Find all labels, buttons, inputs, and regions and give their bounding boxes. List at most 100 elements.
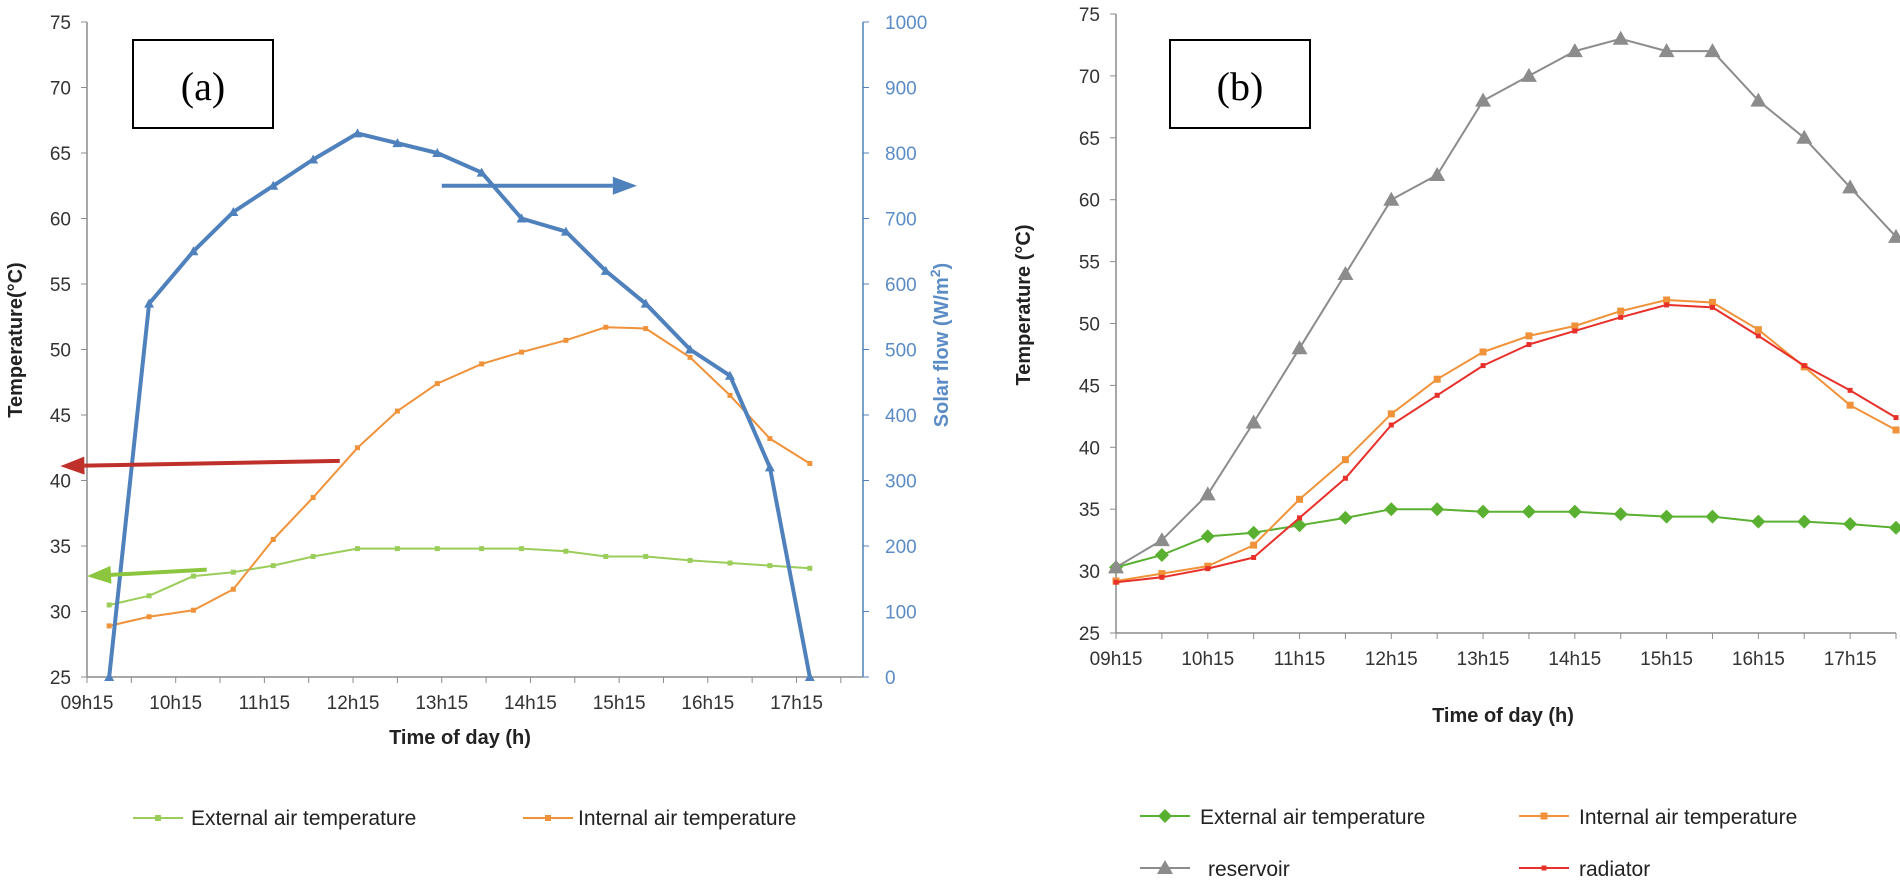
chart-b-x-tick-label: 11h15: [1274, 649, 1325, 670]
chart-a-x-tick-label: 10h15: [149, 693, 202, 714]
chart-b-point-external-air-temperature: [1751, 514, 1766, 529]
chart-b-legend-item-internal-air-temperature: Internal air temperature: [1519, 806, 1797, 829]
chart-a: 25 30 35 40 45 50 55 60 65 70 75 0 100 200 300 400 500 60…: [5, 13, 953, 830]
chart-a-point-solar-flow: [352, 128, 363, 138]
chart-a-y-tick-label: 25: [50, 668, 71, 689]
chart-a-point-internal-air-temperature: [190, 607, 196, 613]
chart-b-point-radiator: [1159, 574, 1165, 580]
chart-a-point-external-air-temperature: [519, 546, 525, 552]
chart-a-point-external-air-temperature: [727, 560, 733, 566]
chart-a-line-internal-air-temperature: [108, 326, 811, 627]
chart-b-point-reservoir: [1245, 414, 1262, 429]
chart-a-y2-tick-label: 900: [885, 79, 917, 100]
chart-a-x-tick-label: 09h15: [61, 693, 114, 714]
chart-b-point-radiator: [1847, 387, 1853, 393]
chart-b-legend-item-external-air-temperature: External air temperature: [1140, 806, 1425, 829]
chart-b-point-external-air-temperature: [1476, 504, 1491, 519]
chart-b-point-radiator: [1251, 554, 1257, 560]
chart-a-point-external-air-temperature: [394, 546, 400, 552]
chart-b-point-radiator: [1480, 363, 1486, 369]
chart-a-y-tick-label: 30: [50, 603, 71, 624]
chart-a-y2-tick-label: 500: [885, 341, 917, 362]
chart-b-y-tick-label: 70: [1079, 67, 1100, 88]
chart-a-green-arrow: [87, 565, 207, 584]
chart-b-point-reservoir: [1704, 43, 1721, 58]
chart-b-legend-marker: [1541, 865, 1547, 871]
chart-b-panel-box: [1169, 39, 1311, 129]
chart-b-point-radiator: [1205, 566, 1211, 572]
chart-b-axes: 25 30 35 40 45 50 55 60 65 70 75 09h15 10h15 11h15 12h…: [1079, 5, 1897, 670]
chart-a-point-external-air-temperature: [767, 563, 773, 569]
chart-b-series: [1108, 30, 1900, 585]
chart-b-point-internal-air-temperature: [1525, 332, 1533, 340]
chart-a-y-tick-label: 50: [50, 341, 71, 362]
chart-a-point-internal-air-temperature: [687, 354, 693, 360]
chart-b-point-internal-air-temperature: [1617, 307, 1625, 315]
chart-a-point-internal-air-temperature: [434, 381, 440, 387]
chart-b-point-external-air-temperature: [1567, 504, 1582, 519]
chart-b-point-reservoir: [1520, 67, 1537, 82]
chart-a-y-tick-label: 45: [50, 406, 71, 427]
chart-b-point-external-air-temperature: [1889, 520, 1900, 535]
chart-a-point-external-air-temperature: [434, 546, 440, 552]
chart-a-point-external-air-temperature: [563, 548, 569, 554]
chart-b-point-external-air-temperature: [1200, 529, 1215, 544]
chart-b-line-reservoir: [1115, 37, 1897, 569]
chart-b-point-radiator: [1618, 314, 1624, 320]
chart-a-series: [104, 128, 815, 681]
chart-a-point-internal-air-temperature: [643, 326, 649, 332]
chart-a-x-tick-label: 16h15: [681, 693, 734, 714]
chart-a-red-arrow-shaft: [84, 458, 340, 468]
chart-b-y-axis-title: Temperature (°C): [1013, 225, 1035, 386]
chart-b-point-reservoir: [1612, 30, 1629, 45]
chart-a-y2-tick-label: 0: [885, 668, 896, 689]
chart-b-point-internal-air-temperature: [1708, 298, 1716, 306]
chart-a-point-solar-flow: [476, 167, 487, 177]
chart-a-point-solar-flow: [392, 138, 403, 148]
chart-b-point-internal-air-temperature: [1571, 322, 1579, 330]
chart-b-point-internal-air-temperature: [1387, 410, 1395, 418]
chart-a-point-external-air-temperature: [190, 573, 196, 579]
chart-b-x-tick-label: 13h15: [1457, 649, 1510, 670]
chart-b-point-radiator: [1434, 392, 1440, 398]
chart-a-y-tick-label: 65: [50, 144, 71, 165]
chart-a-point-internal-air-temperature: [479, 361, 485, 367]
chart-a-point-solar-flow: [188, 246, 199, 256]
chart-b-y-tick-label: 75: [1079, 5, 1100, 26]
chart-a-red-arrow: [60, 456, 340, 475]
chart-b-legend-item-radiator: radiator: [1519, 858, 1650, 881]
chart-a-y2-tick-label: 400: [885, 406, 917, 427]
chart-b-legend: External air temperature Internal air tem…: [1140, 806, 1797, 881]
chart-b-legend-label: Internal air temperature: [1579, 806, 1797, 829]
chart-b-legend-marker: [1157, 860, 1173, 874]
chart-b-point-radiator: [1709, 304, 1715, 310]
chart-a-point-external-air-temperature: [807, 565, 813, 571]
chart-b-x-tick-label: 16h15: [1732, 649, 1785, 670]
chart-b-legend-marker: [1158, 809, 1172, 823]
chart-a-blue-arrow-head: [612, 176, 637, 195]
chart-a-line-external-air-temperature: [108, 547, 810, 606]
chart-a-y2-tick-label: 700: [885, 210, 917, 231]
chart-a-legend: External air temperature Internal air te…: [133, 807, 796, 830]
chart-a-x-tick-label: 11h15: [239, 693, 290, 714]
chart-b-point-external-air-temperature: [1384, 502, 1399, 517]
chart-b-point-reservoir: [1888, 228, 1900, 243]
chart-b-point-external-air-temperature: [1521, 504, 1536, 519]
chart-a-point-solar-flow: [308, 154, 319, 164]
chart-a-point-external-air-temperature: [603, 553, 609, 559]
chart-b-y-tick-label: 40: [1079, 438, 1100, 459]
chart-a-point-solar-flow: [685, 344, 696, 354]
chart-b-point-internal-air-temperature: [1754, 326, 1762, 334]
chart-a-arrows: [60, 176, 637, 584]
chart-a-panel-label: (a): [181, 64, 225, 109]
chart-b-y-tick-label: 45: [1079, 376, 1100, 397]
chart-a-legend-internal-label: Internal air temperature: [578, 807, 796, 830]
chart-b-point-reservoir: [1658, 43, 1675, 58]
chart-b-legend-label: External air temperature: [1200, 806, 1425, 829]
chart-a-line-solar-flow: [107, 131, 812, 678]
chart-b-point-reservoir: [1337, 265, 1354, 280]
chart-b-legend-item-reservoir: reservoir: [1140, 858, 1290, 881]
chart-b-point-reservoir: [1291, 340, 1308, 355]
chart-b-point-internal-air-temperature: [1296, 495, 1304, 503]
